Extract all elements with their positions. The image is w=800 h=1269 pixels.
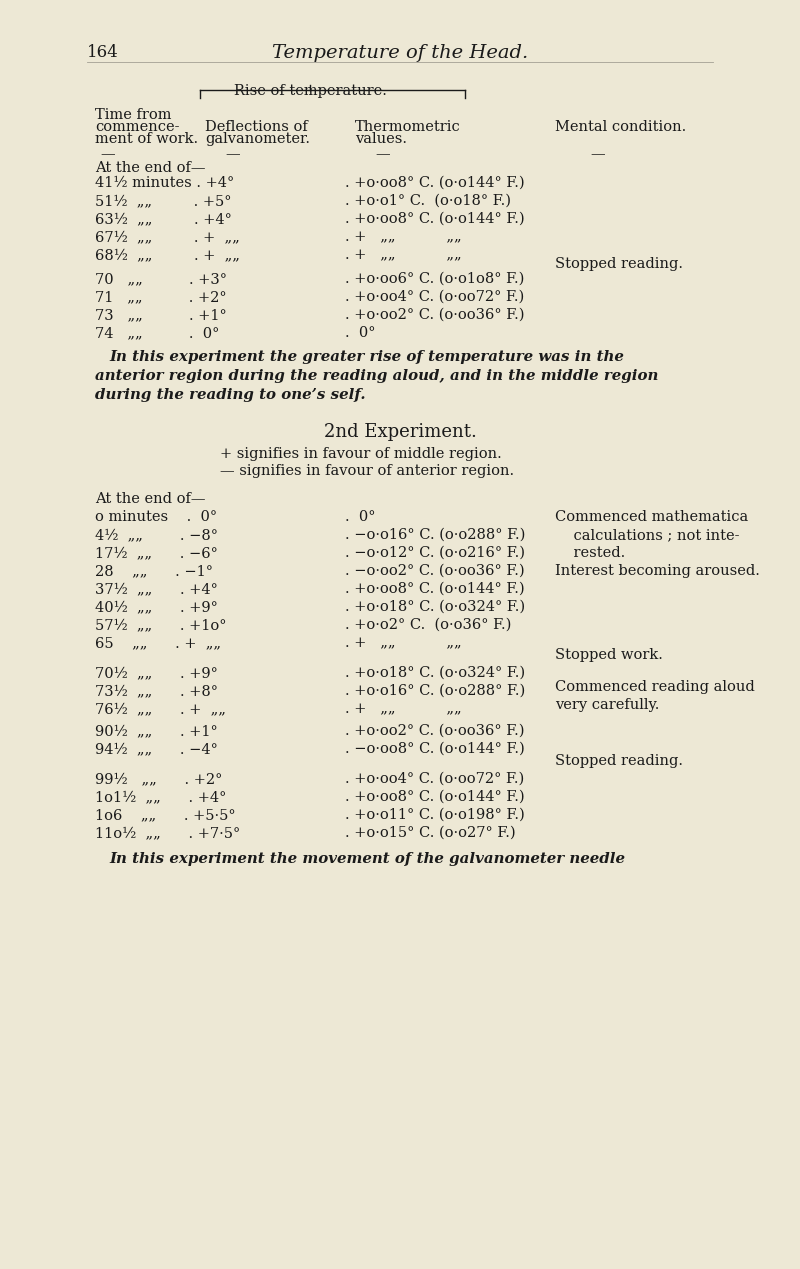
Text: anterior region during the reading aloud, and in the middle region: anterior region during the reading aloud… — [95, 369, 658, 383]
Text: —: — — [590, 147, 605, 161]
Text: Commenced mathematica: Commenced mathematica — [555, 510, 748, 524]
Text: rested.: rested. — [555, 546, 626, 560]
Text: 74   „„          .  0°: 74 „„ . 0° — [95, 326, 219, 340]
Text: 65    „„      . +  „„: 65 „„ . + „„ — [95, 636, 221, 650]
Text: Temperature of the Head.: Temperature of the Head. — [272, 44, 528, 62]
Text: calculations ; not inte-: calculations ; not inte- — [555, 528, 739, 542]
Text: . +o·oo8° C. (o·o144° F.): . +o·oo8° C. (o·o144° F.) — [345, 791, 525, 805]
Text: 76½  „„      . +  „„: 76½ „„ . + „„ — [95, 702, 226, 716]
Text: 17½  „„      . −6°: 17½ „„ . −6° — [95, 546, 218, 560]
Text: galvanometer.: galvanometer. — [205, 132, 310, 146]
Text: . +o·oo8° C. (o·o144° F.): . +o·oo8° C. (o·o144° F.) — [345, 212, 525, 226]
Text: 71   „„          . +2°: 71 „„ . +2° — [95, 291, 226, 305]
Text: o minutes    .  0°: o minutes . 0° — [95, 510, 217, 524]
Text: Stopped reading.: Stopped reading. — [555, 258, 683, 272]
Text: 164: 164 — [87, 44, 118, 61]
Text: . −o·o16° C. (o·o288° F.): . −o·o16° C. (o·o288° F.) — [345, 528, 526, 542]
Text: ment of work.: ment of work. — [95, 132, 198, 146]
Text: . +o·oo2° C. (o·oo36° F.): . +o·oo2° C. (o·oo36° F.) — [345, 308, 525, 322]
Text: commence-: commence- — [95, 121, 179, 135]
Text: . +   „„           „„: . + „„ „„ — [345, 247, 462, 261]
Text: Stopped work.: Stopped work. — [555, 648, 663, 662]
Text: . +o·o18° C. (o·o324° F.): . +o·o18° C. (o·o324° F.) — [345, 600, 525, 614]
Text: 51½  „„         . +5°: 51½ „„ . +5° — [95, 194, 231, 208]
Text: . +o·o2° C.  (o·o36° F.): . +o·o2° C. (o·o36° F.) — [345, 618, 511, 632]
Text: In this experiment the greater rise of temperature was in the: In this experiment the greater rise of t… — [109, 350, 624, 364]
Text: 67½  „„         . +  „„: 67½ „„ . + „„ — [95, 230, 240, 244]
Text: Stopped reading.: Stopped reading. — [555, 754, 683, 768]
Text: 11o½  „„      . +7·5°: 11o½ „„ . +7·5° — [95, 826, 240, 840]
Text: At the end of—: At the end of— — [95, 161, 206, 175]
Text: At the end of—: At the end of— — [95, 492, 206, 506]
Text: 70   „„          . +3°: 70 „„ . +3° — [95, 272, 227, 286]
Text: 73½  „„      . +8°: 73½ „„ . +8° — [95, 684, 218, 698]
Text: Time from: Time from — [95, 108, 171, 122]
Text: 37½  „„      . +4°: 37½ „„ . +4° — [95, 582, 218, 596]
Text: . +o·oo6° C. (o·o1o8° F.): . +o·oo6° C. (o·o1o8° F.) — [345, 272, 524, 286]
Text: Mental condition.: Mental condition. — [555, 121, 686, 135]
Text: . +o·oo2° C. (o·oo36° F.): . +o·oo2° C. (o·oo36° F.) — [345, 725, 525, 739]
Text: 1o6    „„      . +5·5°: 1o6 „„ . +5·5° — [95, 808, 236, 822]
Text: —: — — [100, 147, 114, 161]
Text: Deflections of: Deflections of — [205, 121, 308, 135]
Text: Interest becoming aroused.: Interest becoming aroused. — [555, 563, 760, 577]
Text: In this experiment the movement of the galvanometer needle: In this experiment the movement of the g… — [109, 851, 625, 865]
Text: + signifies in favour of middle region.: + signifies in favour of middle region. — [220, 447, 502, 461]
Text: . −o·o12° C. (o·o216° F.): . −o·o12° C. (o·o216° F.) — [345, 546, 525, 560]
Text: 4½  „„        . −8°: 4½ „„ . −8° — [95, 528, 218, 542]
Text: 2nd Experiment.: 2nd Experiment. — [323, 423, 477, 442]
Text: 40½  „„      . +9°: 40½ „„ . +9° — [95, 600, 218, 614]
Text: . +o·o18° C. (o·o324° F.): . +o·o18° C. (o·o324° F.) — [345, 666, 525, 680]
Text: . −o·oo2° C. (o·oo36° F.): . −o·oo2° C. (o·oo36° F.) — [345, 563, 525, 577]
Text: 28    „„      . −1°: 28 „„ . −1° — [95, 563, 213, 577]
Text: .  0°: . 0° — [345, 510, 375, 524]
Text: . +   „„           „„: . + „„ „„ — [345, 702, 462, 716]
Text: . +o·o1° C.  (o·o18° F.): . +o·o1° C. (o·o18° F.) — [345, 194, 511, 208]
Text: Thermometric: Thermometric — [355, 121, 461, 135]
Text: 1o1½  „„      . +4°: 1o1½ „„ . +4° — [95, 791, 226, 805]
Text: — signifies in favour of anterior region.: — signifies in favour of anterior region… — [220, 464, 514, 478]
Text: 90½  „„      . +1°: 90½ „„ . +1° — [95, 725, 218, 739]
Text: 94½  „„      . −4°: 94½ „„ . −4° — [95, 742, 218, 756]
Text: —: — — [375, 147, 390, 161]
Text: . −o·oo8° C. (o·o144° F.): . −o·oo8° C. (o·o144° F.) — [345, 742, 525, 756]
Text: very carefully.: very carefully. — [555, 698, 659, 712]
Text: . +o·o15° C. (o·o27° F.): . +o·o15° C. (o·o27° F.) — [345, 826, 516, 840]
Text: —: — — [225, 147, 240, 161]
Text: .  0°: . 0° — [345, 326, 375, 340]
Text: 70½  „„      . +9°: 70½ „„ . +9° — [95, 666, 218, 680]
Text: . +o·oo4° C. (o·oo72° F.): . +o·oo4° C. (o·oo72° F.) — [345, 772, 524, 786]
Text: values.: values. — [355, 132, 407, 146]
Text: . +   „„           „„: . + „„ „„ — [345, 230, 462, 244]
Text: 41½ minutes . +4°: 41½ minutes . +4° — [95, 176, 234, 190]
Text: . +o·o11° C. (o·o198° F.): . +o·o11° C. (o·o198° F.) — [345, 808, 525, 822]
Text: . +o·o16° C. (o·o288° F.): . +o·o16° C. (o·o288° F.) — [345, 684, 526, 698]
Text: . +o·oo8° C. (o·o144° F.): . +o·oo8° C. (o·o144° F.) — [345, 582, 525, 596]
Text: Commenced reading aloud: Commenced reading aloud — [555, 680, 754, 694]
Text: 68½  „„         . +  „„: 68½ „„ . + „„ — [95, 247, 240, 261]
Text: . +o·oo8° C. (o·o144° F.): . +o·oo8° C. (o·o144° F.) — [345, 176, 525, 190]
Text: . +   „„           „„: . + „„ „„ — [345, 636, 462, 650]
Text: . +o·oo4° C. (o·oo72° F.): . +o·oo4° C. (o·oo72° F.) — [345, 291, 524, 305]
Text: during the reading to one’s self.: during the reading to one’s self. — [95, 388, 366, 402]
Text: 99½   „„      . +2°: 99½ „„ . +2° — [95, 772, 222, 786]
Text: 73   „„          . +1°: 73 „„ . +1° — [95, 308, 226, 322]
Text: 57½  „„      . +1o°: 57½ „„ . +1o° — [95, 618, 226, 632]
Text: 63½  „„         . +4°: 63½ „„ . +4° — [95, 212, 232, 226]
Text: Rise of temperature.: Rise of temperature. — [234, 84, 386, 98]
